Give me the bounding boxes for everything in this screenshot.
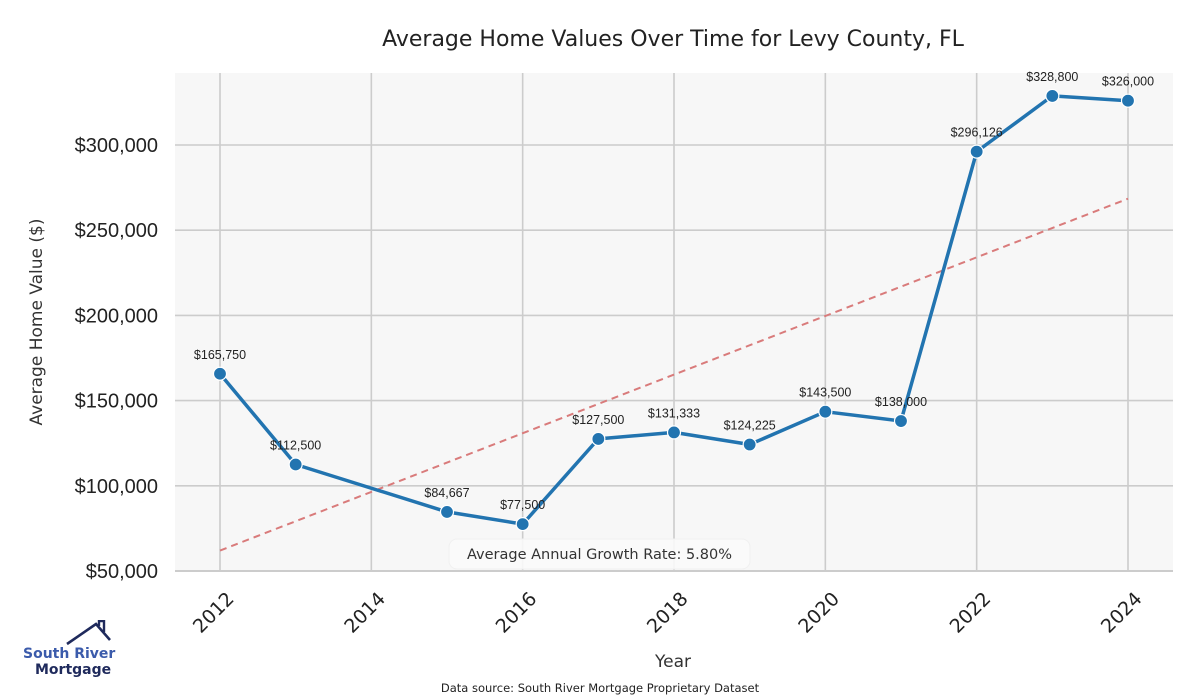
trend-line-group	[219, 197, 1129, 552]
y-tick-label: $300,000	[75, 135, 158, 157]
y-gridlines	[175, 144, 1173, 572]
data-point	[818, 404, 833, 419]
data-point	[439, 504, 455, 520]
y-tick-labels: $50,000 $100,000 $150,000 $200,000 $250,000 $…	[75, 135, 158, 583]
data-point	[969, 144, 984, 159]
data-point	[893, 413, 909, 429]
x-tick-label: 2014	[340, 588, 390, 638]
x-gridlines	[219, 73, 1129, 571]
data-point	[515, 517, 530, 532]
chart-title: Average Home Values Over Time for Levy C…	[382, 27, 965, 52]
data-label: $296,126	[951, 126, 1003, 140]
data-point	[666, 425, 682, 440]
annotation-box	[448, 538, 751, 570]
data-point	[591, 431, 606, 447]
data-label: $165,750	[194, 348, 246, 362]
data-label: $127,500	[572, 413, 624, 427]
trend-line	[219, 197, 1129, 552]
data-label: $328,800	[1026, 70, 1078, 84]
x-tick-label: 2022	[946, 588, 996, 638]
annotation-text: Average Annual Growth Rate: 5.80%	[467, 547, 732, 563]
x-tick-label: 2018	[643, 588, 693, 638]
data-source-note: Data source: South River Mortgage Propri…	[441, 681, 760, 695]
x-tick-label: 2012	[189, 588, 239, 638]
y-axis-label: Average Home Value ($)	[27, 219, 47, 426]
x-tick-label: 2020	[794, 588, 844, 638]
x-tick-label: 2024	[1097, 588, 1147, 638]
data-point	[1120, 93, 1136, 108]
house-roof-icon	[66, 620, 111, 646]
logo-line-2: Mortgage	[35, 662, 111, 678]
growth-rate-annotation: Average Annual Growth Rate: 5.80%	[448, 538, 751, 570]
data-label: $84,667	[424, 486, 469, 500]
data-point	[288, 457, 303, 472]
data-point	[212, 366, 228, 381]
south-river-mortgage-logo: South River Mortgage	[23, 620, 115, 678]
y-tick-label: $50,000	[86, 561, 158, 583]
y-tick-label: $200,000	[75, 305, 158, 327]
data-points	[212, 88, 1136, 532]
data-label: $326,000	[1102, 75, 1154, 89]
x-tick-labels: 2012 2014 2016 2018 2020 2022 2024	[189, 588, 1147, 638]
logo-line-1: South River	[23, 646, 115, 662]
x-axis-label: Year	[654, 652, 691, 672]
data-label: $131,333	[648, 406, 700, 420]
y-tick-label: $100,000	[75, 476, 158, 498]
y-tick-label: $150,000	[75, 391, 158, 413]
y-tick-label: $250,000	[75, 220, 158, 242]
data-label: $77,500	[500, 498, 545, 512]
data-point	[742, 437, 757, 452]
x-tick-label: 2016	[492, 588, 542, 638]
data-labels: $165,750 $112,500 $84,667 $77,500 $127,500 $1…	[194, 70, 1154, 512]
data-point	[1045, 88, 1060, 104]
series-group	[218, 94, 1129, 526]
series-line	[218, 94, 1129, 526]
data-label: $138,000	[875, 395, 927, 409]
data-label: $124,225	[724, 419, 776, 433]
data-label: $143,500	[799, 386, 851, 400]
data-label: $112,500	[270, 439, 321, 453]
